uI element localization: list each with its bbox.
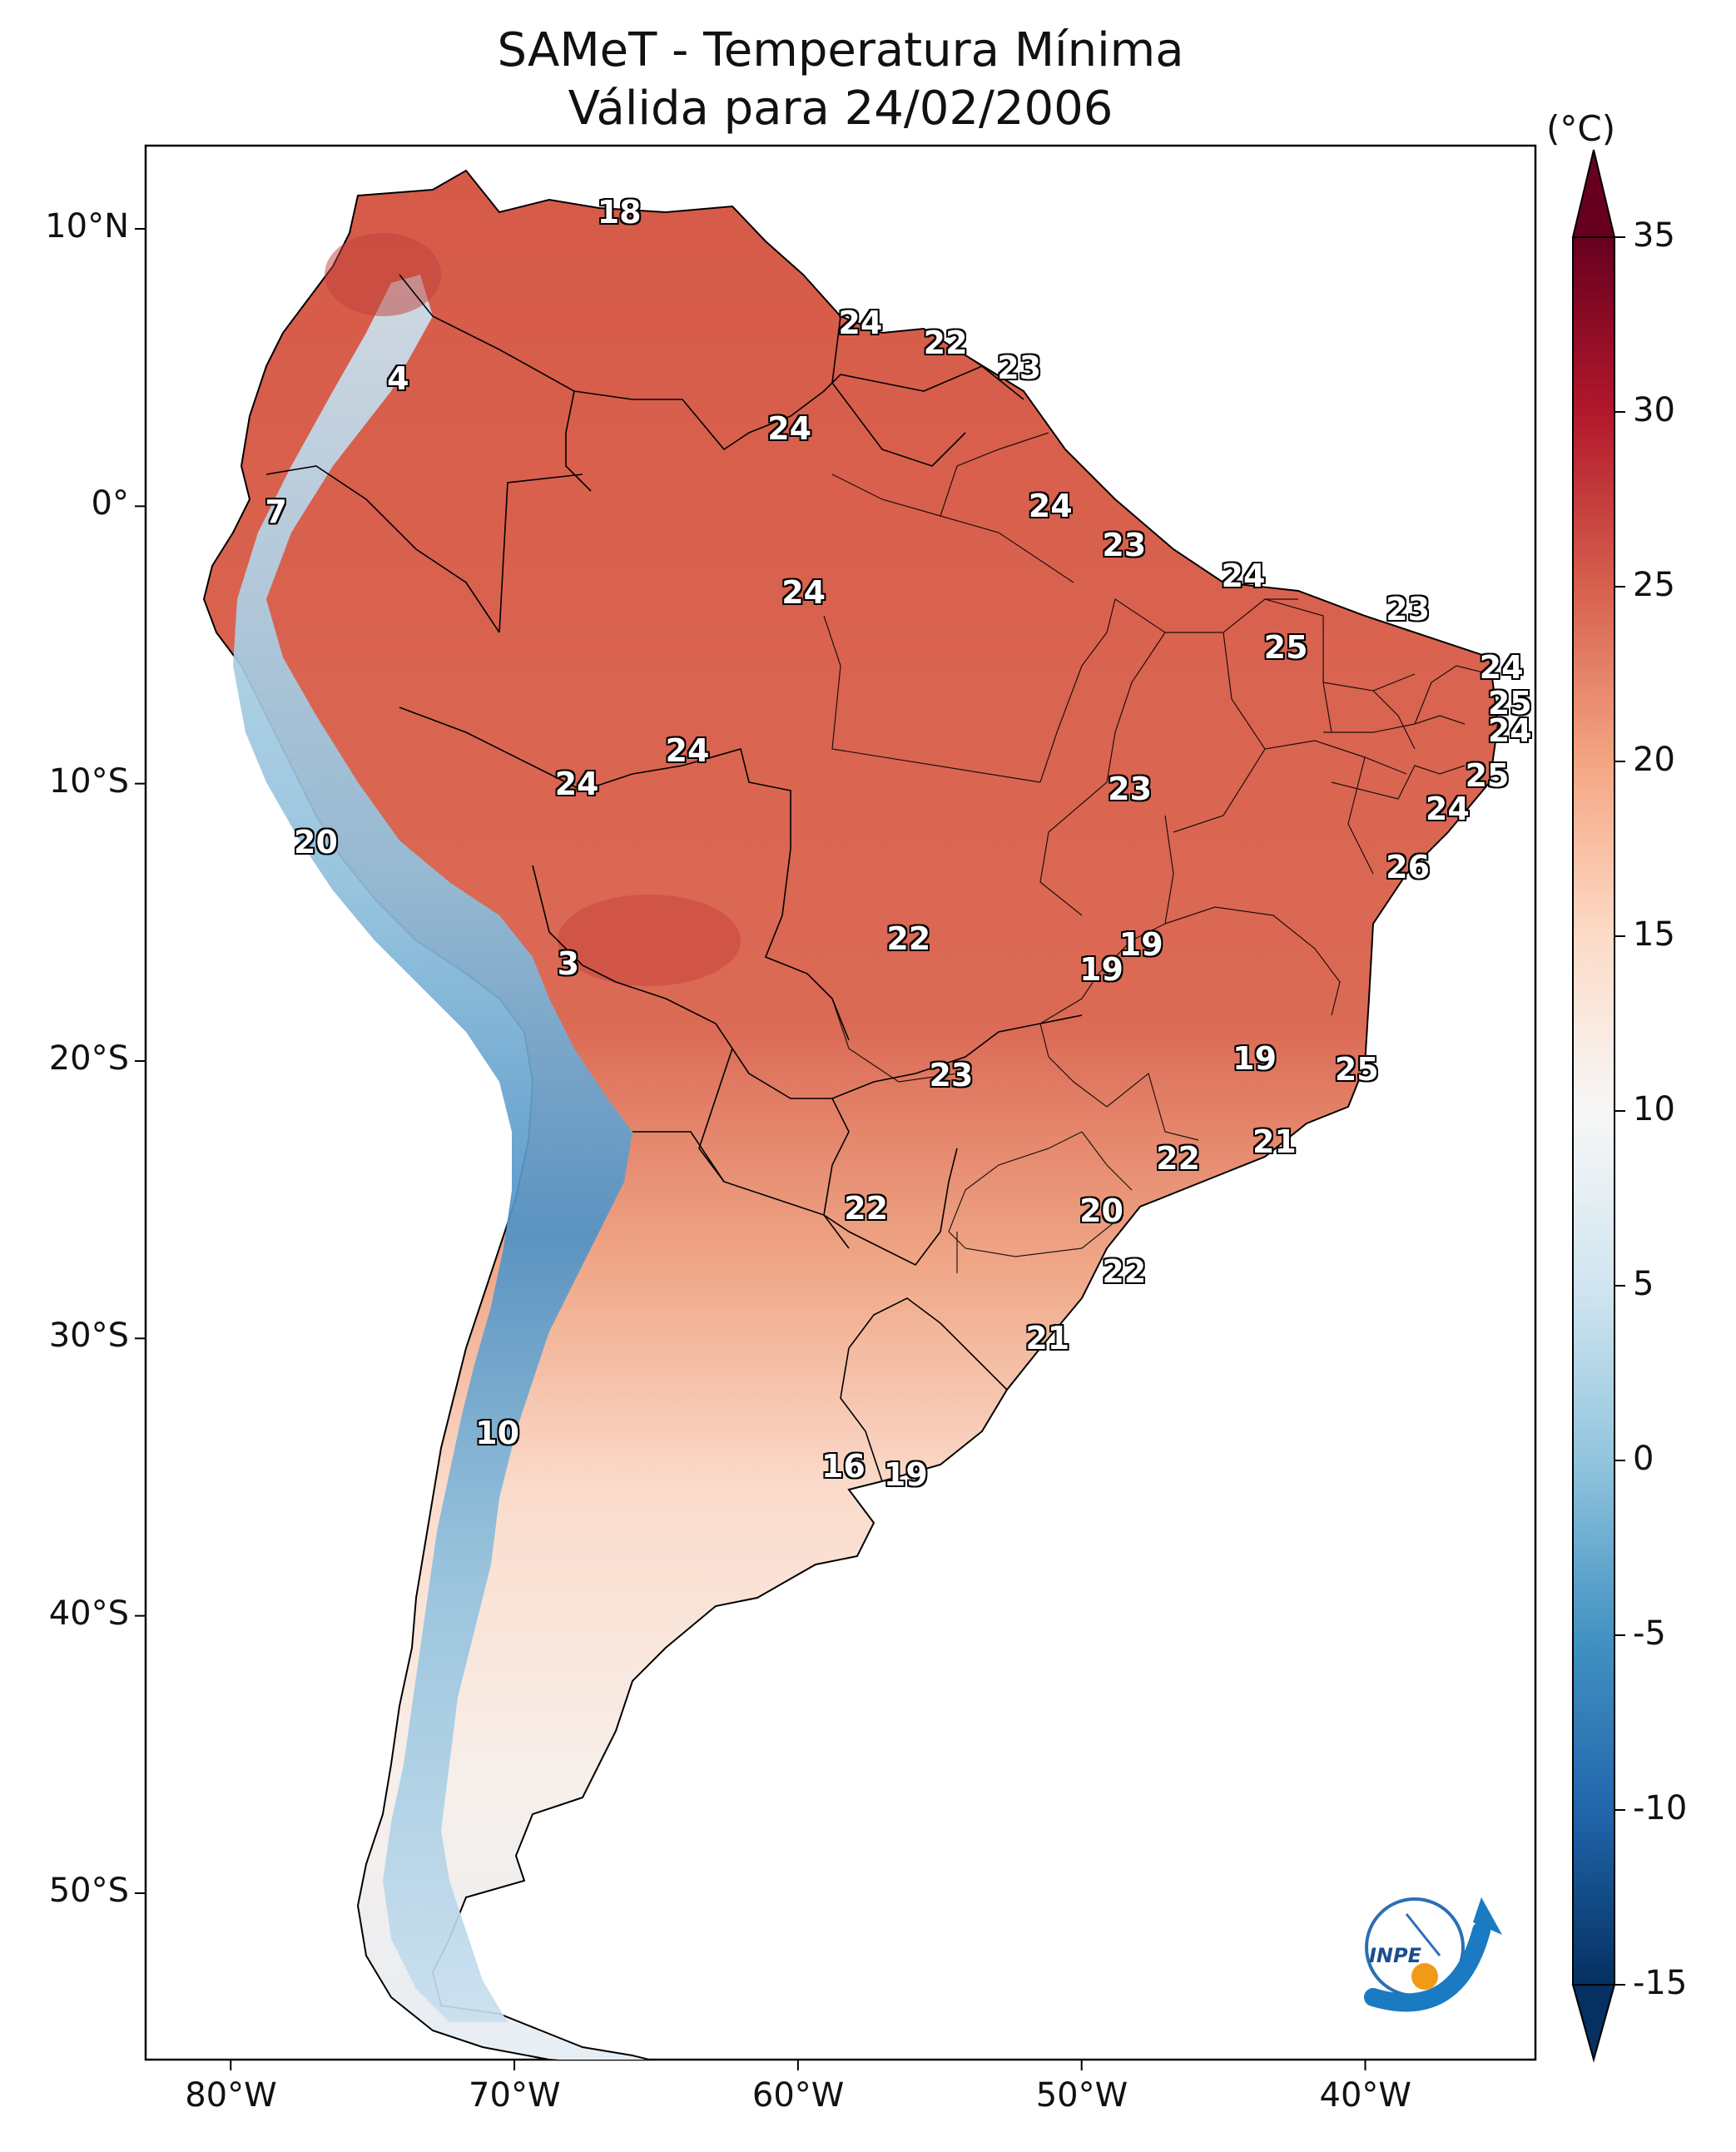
temperature-value-label: 20 [294, 823, 338, 860]
lat-tick-label: 10°S [48, 761, 129, 801]
temperature-value-label: 22 [886, 920, 931, 958]
lat-tick-label: 40°S [48, 1594, 129, 1633]
temperature-value-label: 23 [997, 349, 1042, 386]
chart-title-line2: Válida para 24/02/2006 [568, 82, 1114, 136]
temperature-value-label: 22 [1156, 1139, 1201, 1177]
temperature-value-label: 24 [1028, 488, 1073, 525]
temperature-value-label: 22 [923, 324, 968, 361]
colorbar-tick-label: 25 [1633, 566, 1675, 604]
lat-tick-label: 10°N [45, 207, 129, 245]
colorbar-tick-label: 5 [1633, 1265, 1654, 1303]
temperature-value-label: 25 [1487, 685, 1532, 721]
temperature-value-label: 23 [1386, 590, 1431, 627]
temperature-value-label: 25 [1263, 629, 1308, 667]
temperature-value-label: 24 [554, 765, 599, 802]
lon-tick-label: 50°W [1035, 2076, 1128, 2115]
state-borders [823, 432, 1490, 1273]
colorbar-tick-label: 10 [1633, 1090, 1675, 1128]
country-borders [265, 274, 1083, 1482]
lat-tick-label: 50°S [48, 1872, 129, 1910]
colorbar-top-arrow [1571, 149, 1616, 238]
temperature-value-label: 4 [387, 360, 409, 397]
chart-title-line1: SAMeT - Temperatura Mínima [497, 23, 1184, 77]
temperature-value-label: 26 [1386, 848, 1431, 885]
temperature-value-label: 22 [1102, 1253, 1147, 1291]
temperature-value-label: 20 [1079, 1193, 1123, 1229]
colorbar-tick-label: 15 [1633, 915, 1675, 954]
temperature-value-label: 7 [265, 493, 287, 530]
lon-tick-label: 40°W [1319, 2076, 1411, 2115]
temperature-value-label: 24 [1487, 712, 1532, 750]
temperature-value-label: 19 [883, 1455, 928, 1493]
lon-tick-label: 70°W [469, 2076, 561, 2115]
temperature-value-label: 3 [557, 945, 580, 983]
temperature-value-label: 24 [781, 573, 826, 611]
temperature-value-label: 21 [1025, 1320, 1070, 1357]
warm-interior-zone [558, 895, 741, 986]
colorbar-gradient [1572, 236, 1615, 1986]
temperature-value-label: 21 [1252, 1123, 1297, 1160]
temperature-value-label: 24 [767, 410, 812, 447]
temperature-value-label: 10 [475, 1414, 520, 1451]
lon-tick-label: 60°W [751, 2076, 845, 2115]
colorbar [1571, 149, 1625, 2063]
andes-cold-band [233, 275, 632, 2022]
colorbar-unit: (°C) [1546, 108, 1616, 149]
colorbar-tick-label: -10 [1633, 1789, 1688, 1827]
temperature-value-label: 25 [1334, 1051, 1379, 1088]
colorbar-tick-label: 35 [1633, 216, 1675, 255]
temperature-value-label: 19 [1233, 1039, 1277, 1077]
colorbar-tick-label: -15 [1633, 1964, 1688, 2002]
temperature-value-label: 19 [1079, 951, 1123, 988]
colorbar-ticks [1614, 236, 1625, 1986]
colorbar-tick-label: -5 [1633, 1614, 1666, 1653]
lat-tick-label: 30°S [48, 1316, 129, 1356]
temperature-value-label: 24 [1221, 557, 1266, 594]
temperature-value-label: 24 [838, 305, 883, 342]
temperature-value-label: 16 [821, 1447, 866, 1485]
colorbar-bottom-arrow [1571, 1984, 1616, 2063]
inpe-logo: INPE [1364, 1897, 1502, 2012]
temperature-value-label: 24 [1425, 790, 1470, 827]
colorbar-tick-label: 0 [1633, 1440, 1654, 1478]
temperature-value-label: 22 [844, 1189, 889, 1227]
axis-ticks [135, 228, 1366, 2070]
colorbar-tick-label: 20 [1633, 741, 1675, 779]
temperature-value-label: 19 [1118, 926, 1163, 963]
lat-tick-label: 0° [91, 484, 129, 523]
temperature-value-label: 18 [597, 194, 642, 231]
lon-tick-label: 80°W [185, 2076, 277, 2115]
lat-tick-label: 20°S [48, 1039, 129, 1078]
temperature-value-label: 24 [1479, 648, 1524, 686]
colorbar-tick-label: 30 [1633, 391, 1675, 429]
temperature-value-label: 23 [929, 1056, 974, 1093]
warm-north-zone [325, 233, 441, 316]
temperature-value-label: 23 [1108, 771, 1153, 808]
temperature-value-label: 23 [1102, 527, 1147, 563]
temperature-value-label: 24 [665, 731, 710, 769]
svg-text:INPE: INPE [1369, 1944, 1422, 1967]
temperature-value-label: 25 [1465, 756, 1510, 794]
